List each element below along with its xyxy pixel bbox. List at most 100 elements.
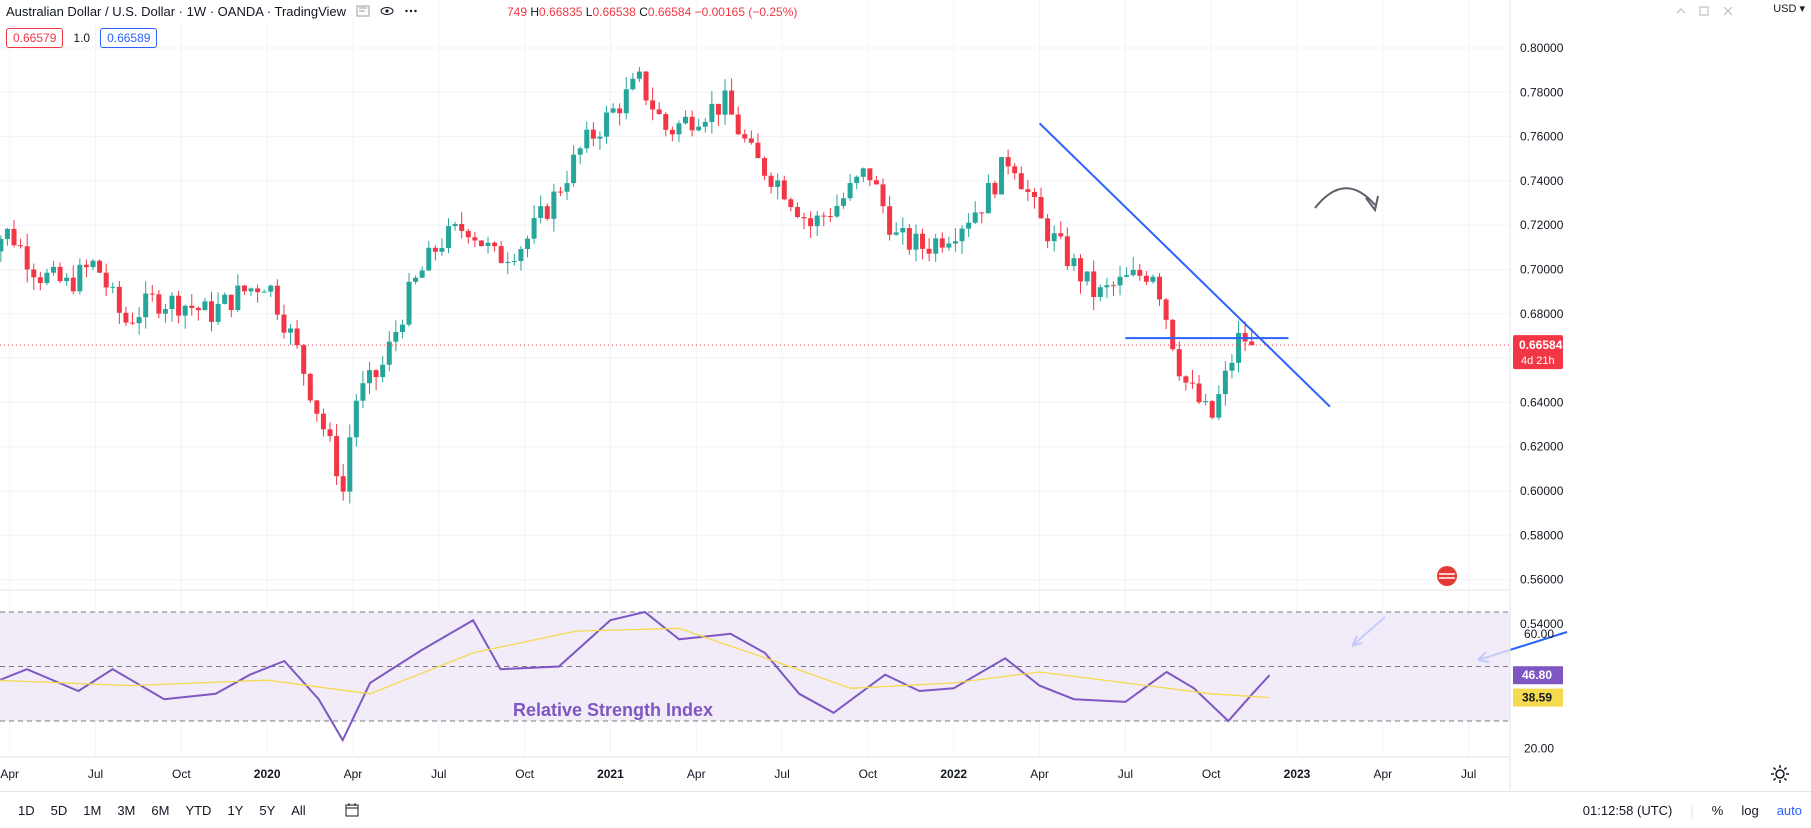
time-tick-label: Apr <box>0 767 19 781</box>
candle-body <box>314 400 320 414</box>
gear-icon[interactable] <box>1770 764 1790 784</box>
candle-body <box>11 228 17 246</box>
candle-body <box>320 413 326 430</box>
candle-body <box>768 175 774 187</box>
range-6m[interactable]: 6M <box>151 802 170 818</box>
sell-button[interactable]: 0.66579 <box>6 28 64 48</box>
eye-icon[interactable] <box>380 4 394 18</box>
candle-body <box>748 138 754 143</box>
candles <box>0 67 1255 504</box>
candle-body <box>77 264 83 292</box>
candle-body <box>636 71 642 79</box>
range-5y[interactable]: 5Y <box>259 802 276 818</box>
candle-body <box>952 241 958 244</box>
candle-body <box>722 90 728 115</box>
candle-body <box>959 228 965 242</box>
candle-body <box>4 228 10 240</box>
symbol-title[interactable]: Australian Dollar / U.S. Dollar · 1W · O… <box>6 3 347 19</box>
time-tick-label: Oct <box>515 767 534 781</box>
candle-body <box>854 176 860 184</box>
calendar-icon[interactable] <box>344 802 360 818</box>
candle-body <box>241 285 247 292</box>
candle-body <box>149 293 155 295</box>
candle-body <box>906 228 912 250</box>
auto-toggle[interactable]: auto <box>1776 802 1802 818</box>
candle-body <box>709 103 715 122</box>
candle-body <box>571 154 577 184</box>
time-tick-label: Jul <box>774 767 789 781</box>
candle-body <box>630 78 636 90</box>
quantity[interactable]: 1.0 <box>73 31 91 45</box>
candle-body <box>327 429 333 437</box>
candle-body <box>1229 362 1235 371</box>
candle-body <box>492 242 498 247</box>
price-tick-label: 0.80000 <box>1520 41 1564 55</box>
candle-body <box>610 108 616 113</box>
close-value: 0.66584 <box>647 5 692 19</box>
candle-body <box>834 205 840 217</box>
buy-button[interactable]: 0.66589 <box>100 28 158 48</box>
price-tick-label: 0.70000 <box>1520 263 1564 277</box>
candle-body <box>781 180 787 200</box>
range-5d[interactable]: 5D <box>50 802 68 818</box>
candle-body <box>301 345 307 374</box>
currency-selector[interactable]: USD ▾ <box>1773 2 1805 15</box>
price-tick-label: 0.54000 <box>1520 617 1564 631</box>
candle-body <box>577 148 583 155</box>
candle-body <box>288 328 294 333</box>
downtrend-line[interactable] <box>1038 122 1331 408</box>
currency-label[interactable]: USD <box>1773 3 1797 15</box>
pane-controls[interactable] <box>1675 5 1734 20</box>
time-tick-label: Apr <box>344 767 363 781</box>
candle-body <box>1216 394 1222 418</box>
candle-body <box>1157 276 1163 300</box>
candle-body <box>979 212 985 214</box>
time-tick-label: Apr <box>1030 767 1049 781</box>
us-flag-icon[interactable] <box>1437 566 1457 586</box>
candle-body <box>1176 349 1182 377</box>
candle-body <box>531 217 537 239</box>
candle-body <box>650 100 656 110</box>
time-tick-label: Oct <box>172 767 191 781</box>
flag-stripe <box>1439 573 1455 579</box>
time-axis: Apr Jul Oct 2020 Apr Jul Oct 2021 Apr Jul Oct 2022 A… <box>0 756 1510 781</box>
range-1m[interactable]: 1M <box>83 802 102 818</box>
candle-body <box>202 301 208 311</box>
drawings <box>0 122 1568 663</box>
candle-body <box>347 437 353 492</box>
maximize-icon[interactable] <box>1698 5 1710 17</box>
range-3m[interactable]: 3M <box>117 802 136 818</box>
candle-body <box>505 261 511 263</box>
rsi-tick-label: 20.00 <box>1524 741 1554 755</box>
candle-body <box>827 215 833 217</box>
time-tick-label: Oct <box>859 767 878 781</box>
change-value: −0.00165 (−0.25%) <box>694 5 798 19</box>
clock[interactable]: 01:12:58 (UTC) <box>1582 802 1673 818</box>
scroll-up-icon[interactable] <box>1675 5 1687 17</box>
percent-toggle[interactable]: % <box>1711 802 1724 818</box>
rsi-title: Relative Strength Index <box>513 700 713 720</box>
range-1y[interactable]: 1Y <box>227 802 244 818</box>
more-icon[interactable] <box>404 4 418 18</box>
candle-body <box>808 218 814 227</box>
trade-panel: 0.66579 1.0 0.66589 <box>6 28 158 48</box>
candle-body <box>380 364 386 378</box>
candle-body <box>189 305 195 308</box>
time-tick-label: Jul <box>1461 767 1476 781</box>
range-1d[interactable]: 1D <box>18 802 35 818</box>
range-ytd[interactable]: YTD <box>185 802 212 818</box>
log-toggle[interactable]: log <box>1741 802 1759 818</box>
candle-body <box>143 293 149 318</box>
range-all[interactable]: All <box>291 802 306 818</box>
candle-body <box>215 303 221 322</box>
candle-body <box>729 90 735 115</box>
candle-body <box>1038 196 1044 219</box>
pane-close-icon[interactable] <box>1722 5 1734 17</box>
rsi-band <box>0 612 1510 721</box>
candle-body <box>44 272 50 283</box>
candle-body <box>801 217 807 219</box>
hide-icon[interactable] <box>356 4 370 18</box>
price-tick-label: 0.74000 <box>1520 174 1564 188</box>
candle-body <box>162 309 168 314</box>
